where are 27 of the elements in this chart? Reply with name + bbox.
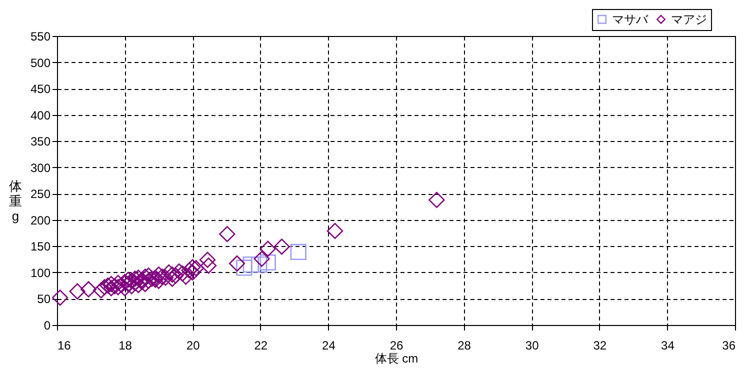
x-tick-label: 28 bbox=[458, 338, 472, 352]
x-tick-label: 22 bbox=[254, 338, 268, 352]
x-tick-label: 18 bbox=[118, 338, 132, 352]
y-tick-label: 0 bbox=[44, 318, 51, 332]
x-tick-label: 24 bbox=[322, 338, 336, 352]
x-axis-title: 体長 cm bbox=[374, 352, 418, 366]
x-tick-label: 30 bbox=[525, 338, 540, 352]
x-tick-label: 32 bbox=[593, 338, 607, 352]
y-tick-label: 400 bbox=[30, 108, 51, 122]
legend-label: マサバ bbox=[612, 12, 649, 26]
x-tick-label: 20 bbox=[186, 338, 200, 352]
x-tick-label: 34 bbox=[661, 338, 675, 352]
x-tick-label: 36 bbox=[722, 338, 736, 352]
y-tick-label: 100 bbox=[30, 266, 51, 280]
y-tick-label: 550 bbox=[30, 30, 51, 44]
legend-label: マアジ bbox=[671, 12, 707, 26]
y-tick-label: 500 bbox=[30, 56, 51, 70]
x-tick-label: 26 bbox=[390, 338, 404, 352]
y-tick-label: 200 bbox=[30, 213, 51, 228]
y-tick-label: 150 bbox=[30, 240, 51, 254]
y-axis-title: 体重 g bbox=[9, 178, 22, 224]
y-tick-label: 50 bbox=[37, 292, 51, 306]
y-tick-label: 300 bbox=[30, 160, 51, 175]
y-tick-label: 250 bbox=[30, 187, 51, 202]
y-tick-label: 450 bbox=[30, 82, 51, 96]
x-tick-label: 16 bbox=[58, 338, 72, 352]
y-tick-label: 350 bbox=[30, 134, 51, 149]
